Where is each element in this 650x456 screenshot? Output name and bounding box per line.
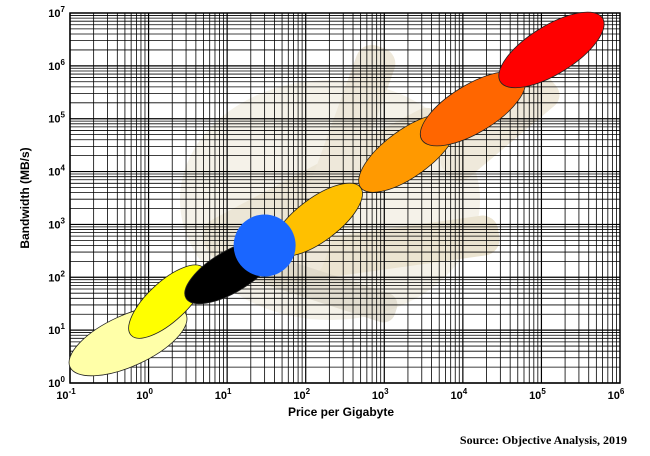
y-axis-label: Bandwidth (MB/s) — [18, 147, 32, 248]
x-tick-label: 102 — [293, 387, 310, 402]
y-tick-label: 107 — [48, 5, 65, 20]
x-tick-label: 10-1 — [56, 387, 76, 402]
series-layer: TapeHDDSSDDRAML3L2L13DXPoint — [68, 11, 605, 377]
x-axis-label: Price per Gigabyte — [288, 405, 394, 419]
plot-frame — [69, 12, 621, 384]
x-tick-label: 103 — [372, 387, 389, 402]
x-tick-label: 100 — [136, 387, 153, 402]
y-tick-label: 103 — [48, 216, 65, 231]
y-tick-label: 101 — [48, 322, 65, 337]
y-tick-label: 102 — [48, 269, 65, 284]
x-tick-label: 104 — [451, 387, 468, 402]
y-tick-label: 106 — [48, 58, 65, 73]
source-label: Source: Objective Analysis, 2019 — [460, 433, 627, 447]
series-3d-xpoint-circle — [233, 214, 296, 277]
x-tick-label: 105 — [529, 387, 546, 402]
x-tick-label: 106 — [608, 387, 625, 402]
tick-layer: 10-1 100 101 102 103 104 105 106100101102103104… — [48, 5, 625, 402]
y-tick-label: 104 — [48, 164, 65, 179]
y-tick-label: 100 — [48, 375, 65, 390]
y-tick-label: 105 — [48, 111, 65, 126]
series-l1-ellipse — [498, 11, 605, 89]
x-tick-label: 101 — [215, 387, 232, 402]
